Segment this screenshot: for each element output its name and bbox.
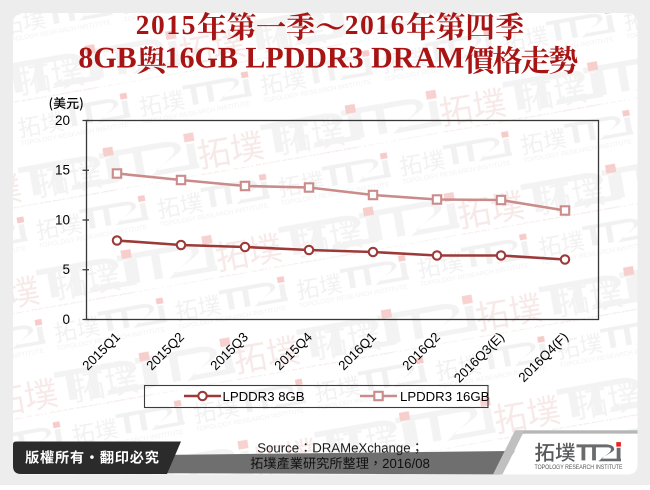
svg-text:TOPOLOGY RESEARCH INSTITUTE: TOPOLOGY RESEARCH INSTITUTE — [535, 464, 623, 471]
svg-text:LPDDR3 8GB: LPDDR3 8GB — [223, 389, 305, 404]
svg-text:20: 20 — [55, 113, 70, 128]
svg-text:15: 15 — [55, 163, 70, 178]
svg-text:5: 5 — [62, 262, 70, 277]
svg-text:LPDDR3 16GB: LPDDR3 16GB — [400, 389, 490, 404]
svg-text:0: 0 — [62, 312, 70, 327]
svg-text:10: 10 — [55, 212, 70, 227]
